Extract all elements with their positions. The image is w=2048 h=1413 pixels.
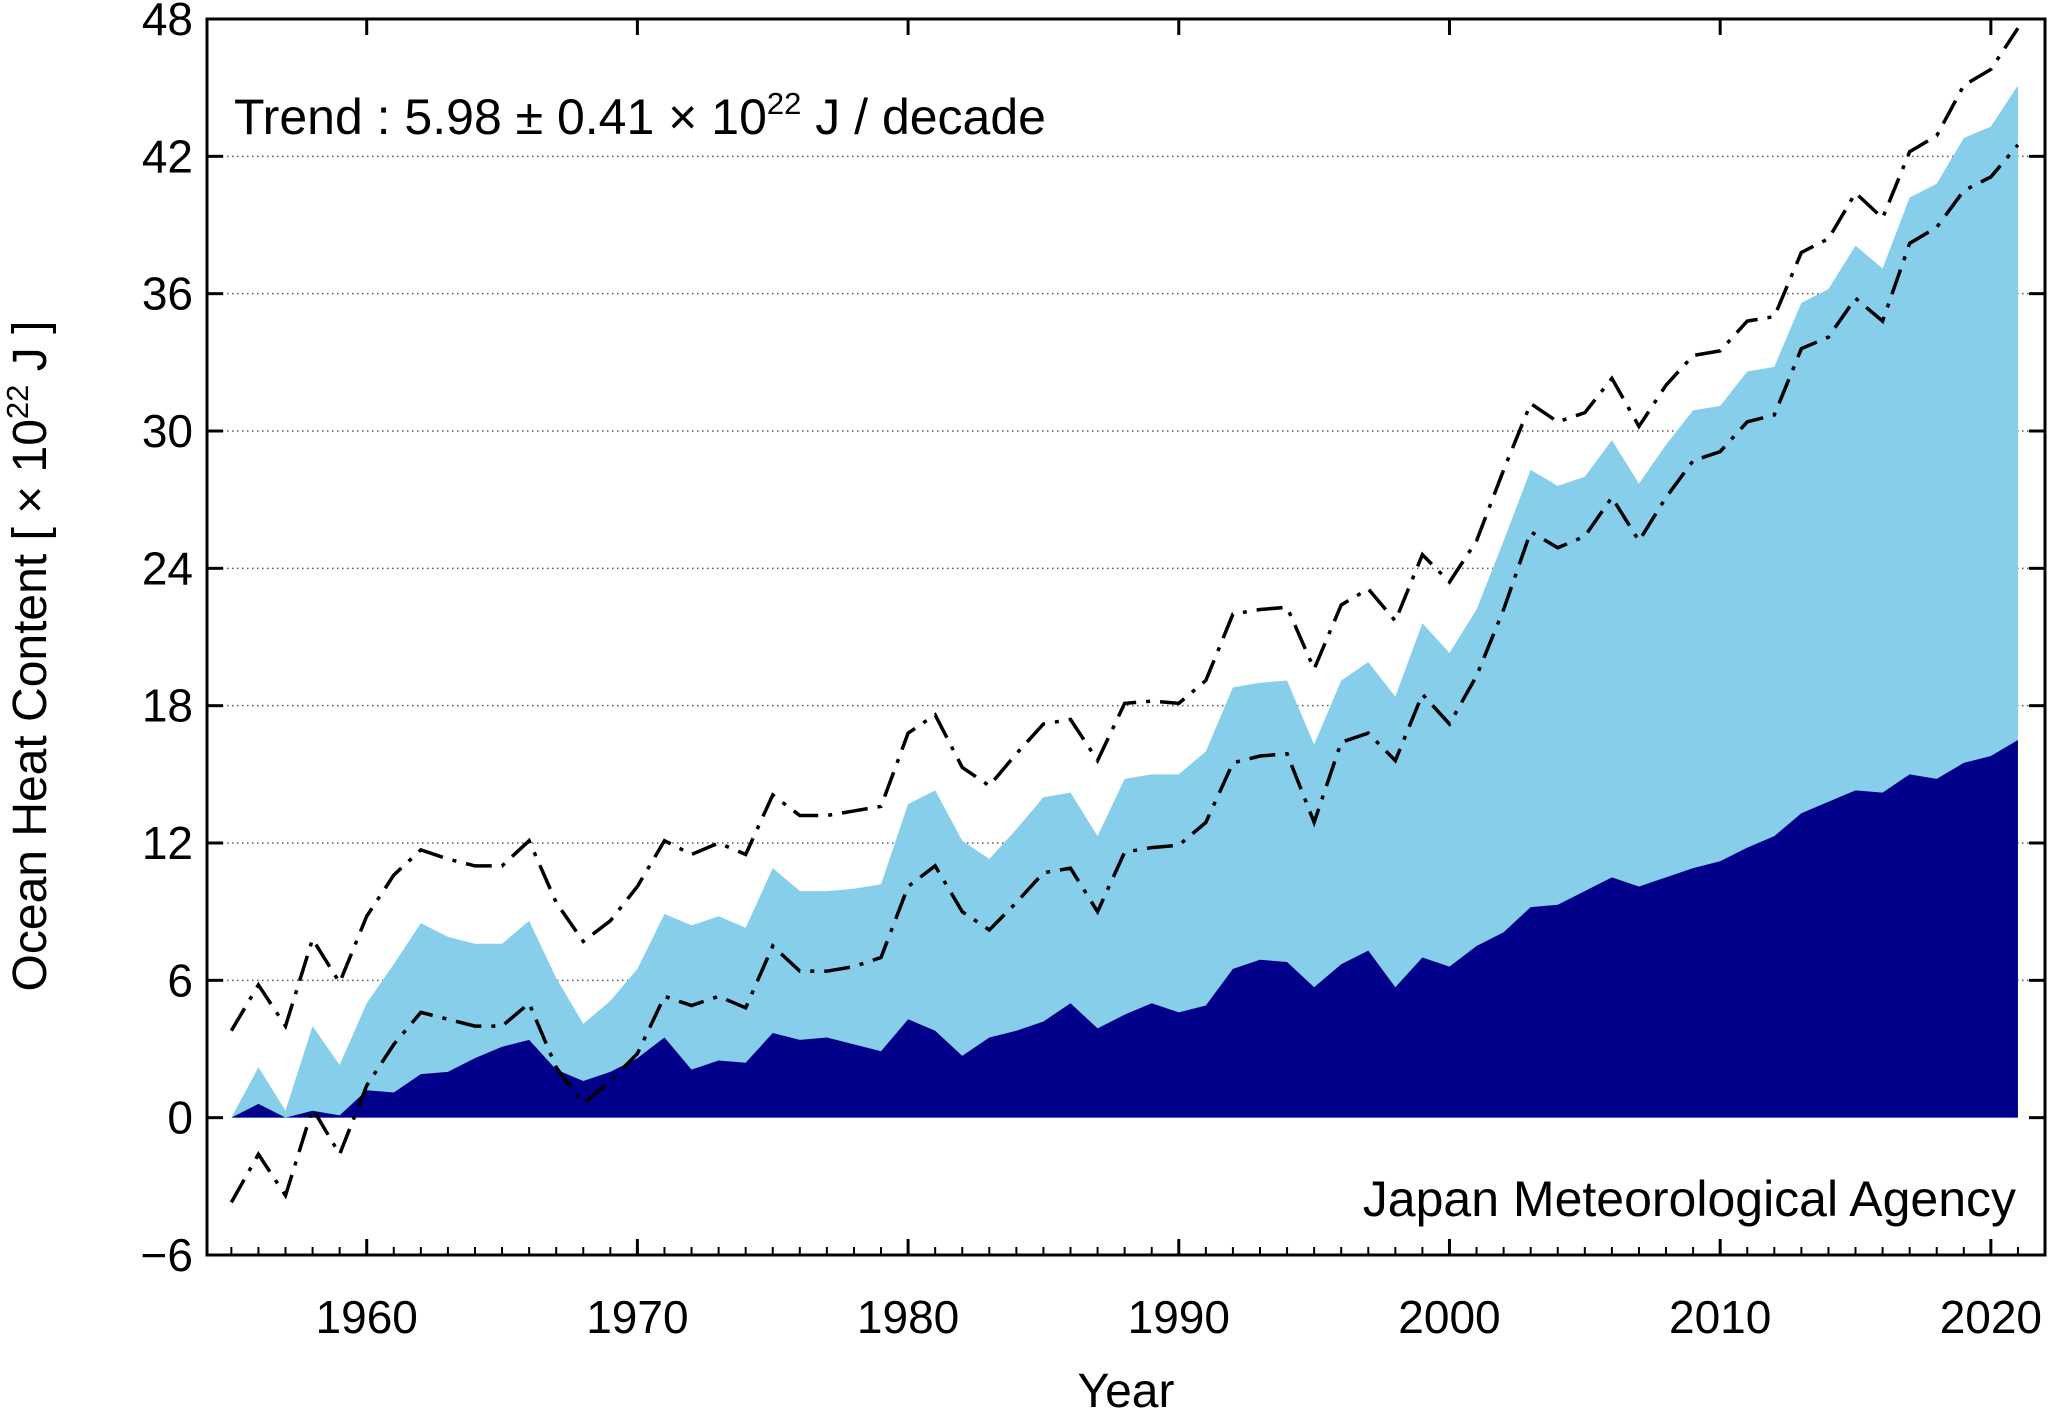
y-tick-label-6: 6 <box>167 954 193 1006</box>
y-tick-label-12: 12 <box>142 817 193 869</box>
x-tick-label-1960: 1960 <box>316 1291 418 1343</box>
x-tick-label-1980: 1980 <box>857 1291 959 1343</box>
y-tick-label-48: 48 <box>142 0 193 45</box>
x-tick-label-2010: 2010 <box>1669 1291 1771 1343</box>
y-tick-label--6: −6 <box>141 1229 193 1281</box>
plot-frame <box>205 17 2047 1257</box>
heat-content-areas <box>231 85 2018 1118</box>
y-tick-label-30: 30 <box>142 405 193 457</box>
trend-annotation: Trend : 5.98 ± 0.41 × 1022 J / decade <box>234 86 1046 145</box>
y-tick-label-42: 42 <box>142 130 193 182</box>
series-upper-layer-area <box>231 85 2018 1118</box>
bound-lines <box>229 27 2020 1204</box>
series-lower-layer-area <box>231 740 2018 1118</box>
credit-label: Japan Meteorological Agency <box>1363 1171 2016 1227</box>
x-tick-label-1990: 1990 <box>1128 1291 1230 1343</box>
axis-ticks: −6 0 6 12 18 24 30 36 42 48 1960 1970 1980 1990 2000 20… <box>141 0 2045 1343</box>
y-tick-label-18: 18 <box>142 680 193 732</box>
y-tick-label-0: 0 <box>167 1092 193 1144</box>
x-tick-label-1970: 1970 <box>586 1291 688 1343</box>
x-tick-label-2000: 2000 <box>1398 1291 1500 1343</box>
series-upper-bound-line <box>229 27 2020 1032</box>
y-axis-title: Ocean Heat Content [ × 1022 J ] <box>0 321 57 992</box>
y-tick-label-36: 36 <box>142 268 193 320</box>
x-axis-title: Year <box>1078 1365 1175 1413</box>
series-lower-bound-line <box>229 143 2020 1204</box>
x-tick-label-2020: 2020 <box>1940 1291 2042 1343</box>
y-tick-label-24: 24 <box>142 542 193 594</box>
